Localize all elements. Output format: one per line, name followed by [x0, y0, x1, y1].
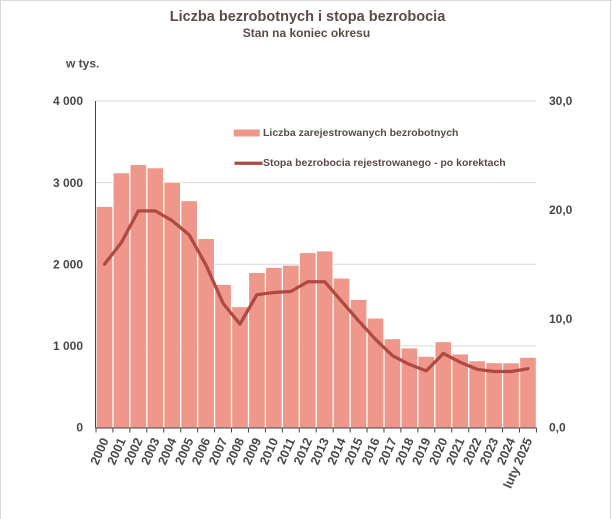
- svg-text:20,0: 20,0: [549, 203, 573, 217]
- svg-text:Stopa bezrobocia rejestrowaneg: Stopa bezrobocia rejestrowanego - po kor…: [263, 157, 506, 169]
- svg-text:Liczba bezrobotnych i stopa be: Liczba bezrobotnych i stopa bezrobocia: [170, 9, 446, 25]
- svg-text:3 000: 3 000: [53, 176, 83, 190]
- svg-text:Liczba zarejestrowanych bezrob: Liczba zarejestrowanych bezrobotnych: [263, 127, 458, 139]
- svg-text:1 000: 1 000: [53, 339, 83, 353]
- svg-text:w tys.: w tys.: [65, 57, 99, 71]
- svg-text:10,0: 10,0: [549, 312, 573, 326]
- svg-text:0: 0: [76, 421, 83, 435]
- svg-text:Stan na koniec okresu: Stan na koniec okresu: [243, 26, 370, 40]
- svg-text:2 000: 2 000: [53, 257, 83, 271]
- svg-text:30,0: 30,0: [549, 94, 573, 108]
- svg-text:4 000: 4 000: [53, 94, 83, 108]
- svg-text:0,0: 0,0: [549, 421, 566, 435]
